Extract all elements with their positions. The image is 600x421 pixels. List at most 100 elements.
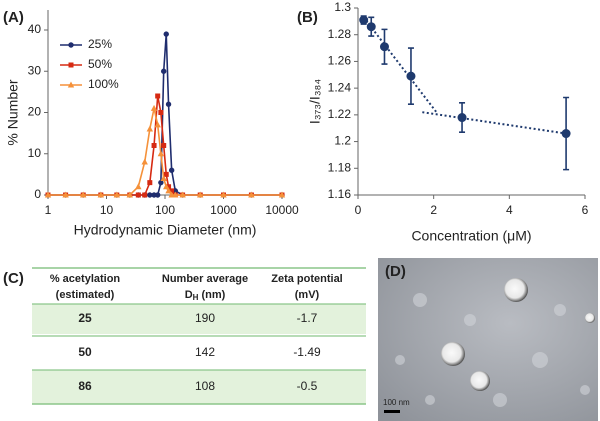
row-band — [32, 370, 366, 404]
y-tick-label: 1.3 — [334, 0, 351, 14]
nanoparticle — [470, 371, 490, 391]
marker — [165, 187, 172, 194]
scale-bar-label: 100 nm — [383, 398, 410, 407]
marker — [146, 125, 154, 132]
scale-bar — [384, 410, 400, 413]
table-cell: -1.7 — [297, 311, 318, 325]
marker — [163, 183, 170, 190]
table-cell: -1.49 — [293, 345, 321, 359]
legend-label: 25% — [88, 37, 112, 51]
panel-label: (A) — [3, 9, 24, 26]
marker — [150, 104, 158, 111]
marker — [165, 101, 172, 107]
marker — [44, 191, 52, 198]
x-tick-label: 10000 — [265, 203, 299, 217]
table-header: Number average — [162, 273, 248, 285]
header-subscript: H — [193, 293, 199, 302]
marker — [163, 31, 169, 37]
header-part: (nm) — [198, 289, 225, 301]
y-tick-label: 20 — [28, 105, 42, 119]
marker — [141, 158, 148, 165]
marker — [135, 192, 141, 198]
row-band — [32, 304, 366, 334]
marker — [147, 192, 153, 198]
table-header: Zeta potential — [271, 273, 343, 285]
marker — [113, 191, 121, 198]
marker — [166, 184, 172, 190]
legend-marker — [67, 81, 75, 88]
marker — [278, 191, 286, 198]
point — [406, 71, 416, 81]
marker — [154, 192, 161, 198]
marker — [197, 191, 204, 198]
marker — [80, 191, 87, 198]
point — [366, 22, 376, 32]
table-cell: 142 — [195, 345, 215, 359]
x-axis-label: Concentration (μM) — [411, 228, 531, 244]
legend-label: 50% — [88, 57, 112, 71]
marker — [168, 167, 175, 173]
y-axis-label: % Number — [5, 79, 21, 145]
nanoparticle — [441, 342, 465, 366]
header-part: D — [185, 289, 193, 301]
x-tick-label: 2 — [430, 203, 437, 217]
marker — [155, 93, 161, 99]
y-tick-label: 0 — [34, 187, 41, 201]
marker — [160, 68, 167, 74]
table-cell: 50 — [78, 345, 92, 359]
panel-label: (D) — [385, 263, 406, 280]
x-tick-label: 100 — [155, 203, 175, 217]
table-header: % acetylation — [50, 273, 121, 285]
legend-marker — [68, 42, 74, 48]
nanoparticle — [585, 313, 595, 323]
table-cell: 25 — [78, 311, 92, 325]
marker — [151, 143, 157, 148]
series-line — [48, 108, 282, 196]
point — [561, 129, 571, 139]
y-tick-label: 40 — [28, 22, 42, 36]
legend-label: 100% — [88, 77, 119, 91]
marker — [179, 191, 186, 198]
panel-label: (C) — [3, 270, 24, 287]
x-axis-label: Hydrodynamic Diameter (nm) — [74, 222, 257, 238]
marker — [62, 191, 69, 198]
marker — [163, 171, 169, 177]
y-axis-label: I₃₇₃/I₃₈₄ — [307, 79, 323, 124]
y-tick-label: 1.26 — [328, 54, 352, 68]
point — [379, 42, 389, 52]
marker — [135, 183, 142, 190]
marker — [220, 191, 227, 198]
point — [457, 113, 467, 123]
y-tick-label: 10 — [28, 146, 42, 160]
point — [359, 15, 369, 25]
marker — [157, 150, 165, 157]
texture — [395, 293, 590, 407]
y-tick-label: 1.24 — [328, 80, 352, 94]
x-tick-label: 10 — [100, 203, 114, 217]
marker — [158, 110, 164, 115]
marker — [248, 191, 255, 198]
x-tick-label: 6 — [582, 203, 589, 217]
marker — [172, 191, 179, 198]
marker — [161, 143, 167, 148]
table-cell: -0.5 — [297, 379, 318, 393]
trend-line — [362, 16, 439, 115]
marker — [169, 188, 175, 194]
marker — [126, 191, 133, 198]
marker — [160, 175, 167, 181]
x-tick-label: 4 — [506, 203, 513, 217]
marker — [97, 191, 105, 198]
y-tick-label: 1.22 — [328, 107, 352, 121]
x-tick-label: 1 — [45, 203, 52, 217]
table-header: (mV) — [295, 289, 320, 301]
y-tick-label: 30 — [28, 63, 42, 77]
y-tick-label: 1.16 — [328, 187, 352, 201]
micrograph: 100 nm (D) — [378, 258, 598, 421]
y-tick-label: 1.28 — [328, 27, 352, 41]
x-tick-label: 1000 — [210, 203, 237, 217]
table-cell: 86 — [78, 379, 92, 393]
trend-line — [422, 111, 567, 135]
y-tick-label: 1.18 — [328, 160, 352, 174]
y-tick-label: 1.2 — [334, 134, 351, 148]
